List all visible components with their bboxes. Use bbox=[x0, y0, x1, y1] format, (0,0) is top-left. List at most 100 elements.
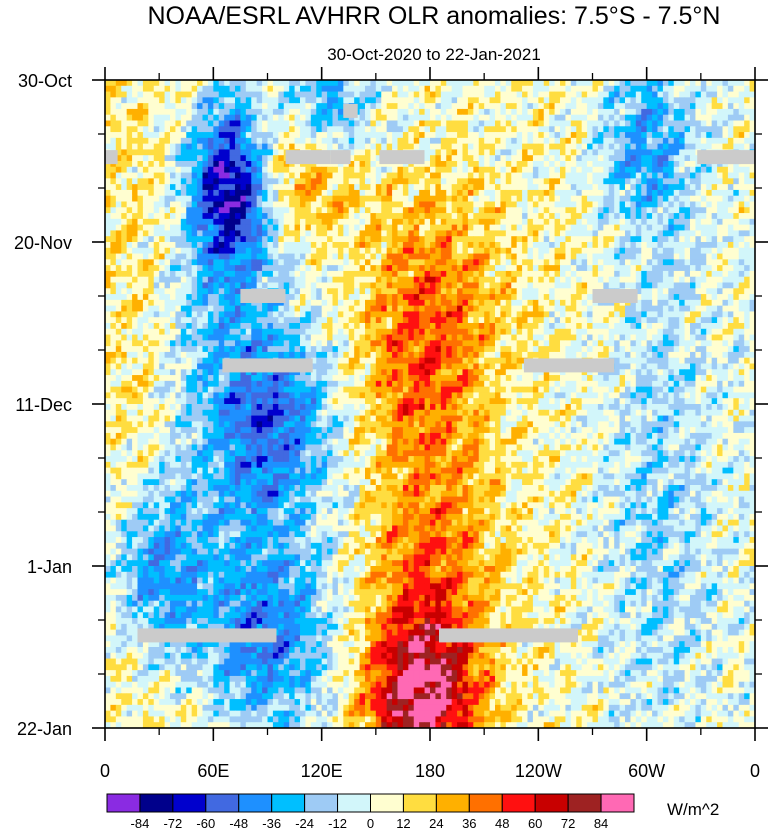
heatmap-cell bbox=[251, 311, 258, 318]
heatmap-cell bbox=[538, 189, 545, 197]
heatmap-cell bbox=[337, 80, 344, 87]
heatmap-cell bbox=[359, 155, 366, 162]
heatmap-cell bbox=[305, 265, 312, 272]
heatmap-cell bbox=[105, 126, 111, 133]
heatmap-cell bbox=[684, 224, 691, 231]
heatmap-cell bbox=[597, 201, 604, 208]
heatmap-cell bbox=[142, 155, 149, 162]
heatmap-cell bbox=[565, 253, 572, 260]
heatmap-cell bbox=[397, 85, 404, 92]
heatmap-cell bbox=[229, 85, 236, 92]
heatmap-cell bbox=[673, 224, 680, 231]
heatmap-cell bbox=[375, 201, 382, 208]
heatmap-cell bbox=[142, 132, 149, 139]
heatmap-cell bbox=[717, 80, 723, 87]
heatmap-cell bbox=[348, 265, 355, 272]
heatmap-cell bbox=[142, 172, 149, 179]
heatmap-cell bbox=[424, 242, 431, 249]
heatmap-cell bbox=[419, 189, 425, 197]
heatmap-cell bbox=[592, 108, 599, 116]
heatmap-cell bbox=[473, 270, 480, 278]
heatmap-cell bbox=[305, 132, 312, 139]
heatmap-cell bbox=[245, 259, 252, 266]
heatmap-cell bbox=[625, 172, 631, 179]
heatmap-cell bbox=[484, 178, 490, 185]
heatmap-cell bbox=[180, 201, 187, 208]
heatmap-cell bbox=[527, 132, 534, 139]
heatmap-cell bbox=[300, 230, 306, 237]
heatmap-cell bbox=[110, 282, 117, 289]
heatmap-cell bbox=[527, 91, 534, 98]
heatmap-cell bbox=[522, 137, 528, 145]
heatmap-cell bbox=[272, 178, 279, 185]
heatmap-cell bbox=[359, 282, 366, 289]
heatmap-cell bbox=[305, 311, 312, 318]
heatmap-cell bbox=[105, 305, 111, 312]
heatmap-cell bbox=[424, 294, 431, 301]
heatmap-cell bbox=[706, 120, 713, 127]
heatmap-cell bbox=[625, 184, 631, 191]
heatmap-cell bbox=[218, 230, 225, 237]
heatmap-cell bbox=[516, 299, 523, 307]
heatmap-cell bbox=[191, 137, 198, 145]
heatmap-cell bbox=[419, 270, 425, 278]
heatmap-cell bbox=[164, 91, 171, 98]
heatmap-cell bbox=[516, 311, 523, 318]
heatmap-cell bbox=[727, 137, 734, 145]
heatmap-cell bbox=[733, 97, 740, 104]
heatmap-cell bbox=[121, 288, 128, 295]
heatmap-cell bbox=[516, 137, 523, 145]
heatmap-cell bbox=[630, 143, 637, 150]
heatmap-cell bbox=[581, 236, 588, 243]
heatmap-cell bbox=[235, 189, 241, 197]
heatmap-cell bbox=[511, 259, 518, 266]
heatmap-cell bbox=[440, 276, 447, 283]
heatmap-cell bbox=[430, 80, 436, 87]
heatmap-cell bbox=[570, 155, 577, 162]
heatmap-cell bbox=[511, 126, 518, 133]
heatmap-cell bbox=[652, 126, 658, 133]
heatmap-cell bbox=[245, 195, 252, 202]
heatmap-cell bbox=[186, 265, 193, 272]
heatmap-cell bbox=[440, 265, 447, 272]
heatmap-cell bbox=[126, 161, 133, 168]
heatmap-cell bbox=[516, 276, 523, 283]
heatmap-cell bbox=[516, 259, 523, 266]
heatmap-cell bbox=[402, 247, 409, 254]
heatmap-cell bbox=[289, 126, 295, 133]
heatmap-cell bbox=[679, 270, 685, 278]
heatmap-cell bbox=[137, 114, 144, 121]
heatmap-cell bbox=[332, 195, 339, 202]
heatmap-cell bbox=[430, 108, 436, 116]
heatmap-cell bbox=[359, 299, 366, 307]
heatmap-cell bbox=[668, 184, 675, 191]
heatmap-cell bbox=[159, 103, 165, 110]
heatmap-cell bbox=[354, 178, 360, 185]
heatmap-cell bbox=[684, 276, 691, 283]
heatmap-cell bbox=[413, 166, 420, 173]
heatmap-cell bbox=[554, 91, 561, 98]
heatmap-cell bbox=[435, 230, 442, 237]
heatmap-cell bbox=[684, 213, 691, 220]
heatmap-cell bbox=[657, 276, 664, 283]
heatmap-cell bbox=[717, 299, 723, 307]
heatmap-cell bbox=[662, 161, 669, 168]
heatmap-cell bbox=[251, 218, 258, 226]
heatmap-cell bbox=[175, 242, 182, 249]
heatmap-cell bbox=[733, 91, 740, 98]
heatmap-cell bbox=[473, 288, 480, 295]
heatmap-cell bbox=[581, 242, 588, 249]
heatmap-cell bbox=[110, 207, 117, 214]
heatmap-cell bbox=[137, 207, 144, 214]
heatmap-cell bbox=[684, 288, 691, 295]
heatmap-cell bbox=[538, 311, 545, 318]
heatmap-cell bbox=[413, 242, 420, 249]
heatmap-cell bbox=[159, 97, 165, 104]
heatmap-cell bbox=[608, 108, 615, 116]
heatmap-cell bbox=[706, 207, 713, 214]
heatmap-cell bbox=[500, 247, 507, 254]
heatmap-cell bbox=[126, 166, 133, 173]
heatmap-cell bbox=[522, 155, 528, 162]
heatmap-cell bbox=[300, 218, 306, 226]
heatmap-cell bbox=[532, 207, 539, 214]
